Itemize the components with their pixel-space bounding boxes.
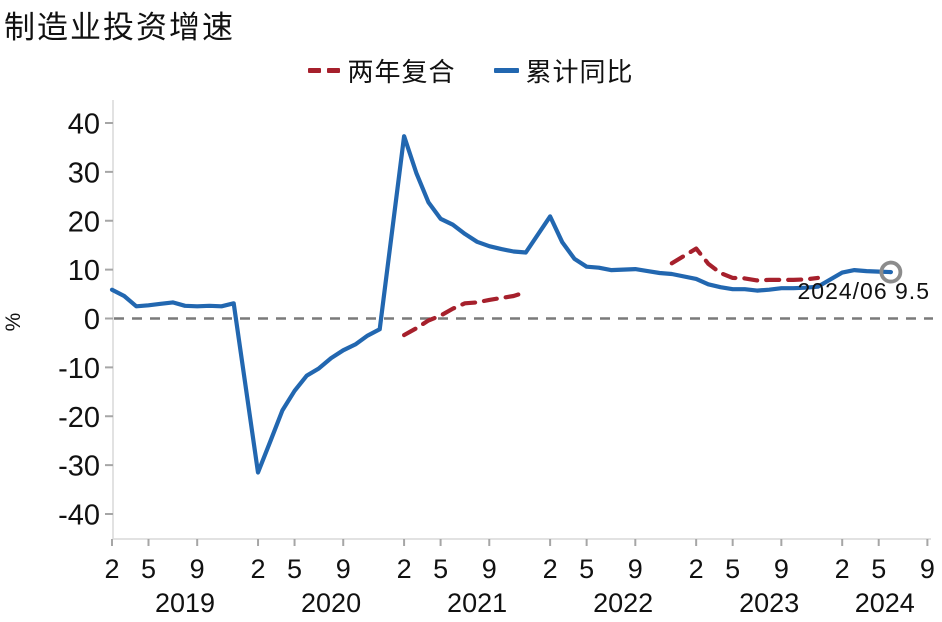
y-tick-label: -30 bbox=[58, 451, 100, 483]
end-point-annotation: 2024/06 9.5 bbox=[797, 278, 930, 304]
solid-line-swatch bbox=[493, 68, 519, 73]
y-tick-label: -20 bbox=[58, 402, 100, 434]
x-tick-label: 5 bbox=[871, 554, 886, 584]
y-tick-label: 10 bbox=[68, 255, 100, 287]
series-line-two-year-compound bbox=[669, 246, 821, 283]
legend-item-two-year-compound: 两年复合 bbox=[308, 52, 455, 89]
chart-title: 制造业投资增速 bbox=[4, 10, 235, 45]
x-tick-label: 9 bbox=[774, 554, 789, 584]
x-tick-label: 2 bbox=[835, 554, 850, 584]
x-tick-label: 5 bbox=[287, 554, 302, 584]
y-tick-label: 30 bbox=[68, 157, 100, 189]
x-tick-label: 2 bbox=[104, 554, 119, 584]
year-label: 2019 bbox=[155, 588, 215, 618]
x-tick-label: 2 bbox=[251, 554, 266, 584]
legend: 两年复合 累计同比 bbox=[0, 52, 942, 89]
dashed-line-swatch bbox=[308, 68, 341, 73]
x-tick-label: 2 bbox=[689, 554, 704, 584]
y-tick-label: -10 bbox=[58, 353, 100, 385]
x-tick-label: 2 bbox=[397, 554, 412, 584]
latest-point-marker bbox=[879, 260, 903, 284]
year-label: 2021 bbox=[447, 588, 507, 618]
x-tick-label: 9 bbox=[920, 554, 935, 584]
year-label: 2022 bbox=[593, 588, 653, 618]
x-tick-label: 5 bbox=[725, 554, 740, 584]
series-line-cumulative-yoy bbox=[109, 134, 894, 475]
y-tick-label: 0 bbox=[84, 304, 100, 336]
y-tick-label: 40 bbox=[68, 109, 100, 141]
x-tick-label: 5 bbox=[579, 554, 594, 584]
legend-label: 累计同比 bbox=[525, 58, 634, 87]
x-tick-label: 9 bbox=[482, 554, 497, 584]
x-tick-label: 9 bbox=[190, 554, 205, 584]
x-tick-label: 9 bbox=[628, 554, 643, 584]
series-line-two-year-compound bbox=[402, 290, 528, 338]
x-tick-label: 5 bbox=[141, 554, 156, 584]
year-label: 2024 bbox=[855, 588, 915, 618]
legend-item-cumulative-yoy: 累计同比 bbox=[493, 52, 634, 89]
legend-label: 两年复合 bbox=[347, 58, 456, 87]
year-label: 2023 bbox=[739, 588, 799, 618]
x-tick-label: 2 bbox=[543, 554, 558, 584]
year-label: 2020 bbox=[301, 588, 361, 618]
x-tick-label: 9 bbox=[336, 554, 351, 584]
x-tick-label: 5 bbox=[433, 554, 448, 584]
y-tick-label: 20 bbox=[68, 206, 100, 238]
y-tick-label: -40 bbox=[58, 500, 100, 532]
